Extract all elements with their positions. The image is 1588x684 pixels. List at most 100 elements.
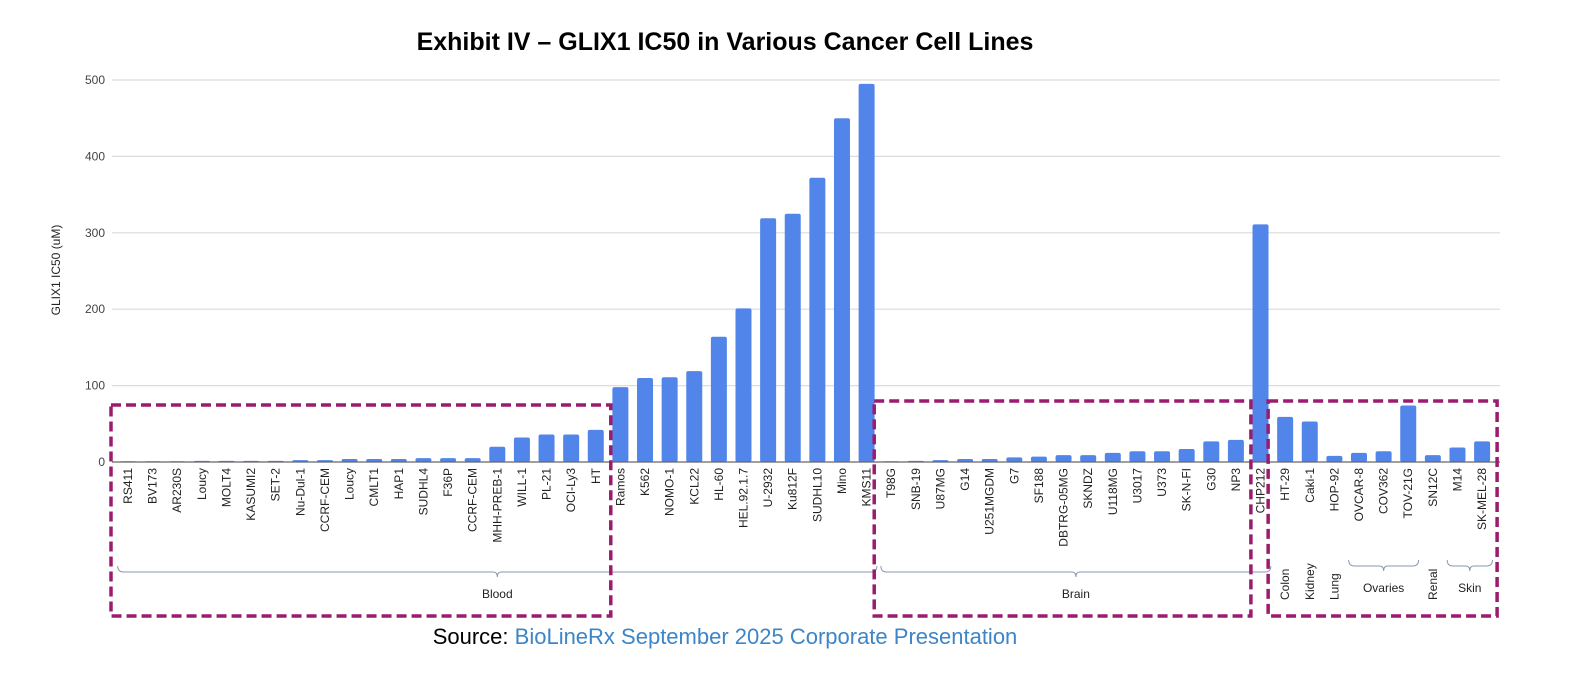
bar	[440, 458, 457, 462]
bar	[1474, 441, 1491, 462]
x-tick-label: KCL22	[687, 468, 701, 505]
group-bracket	[880, 565, 1272, 578]
x-tick-label: BV173	[146, 468, 160, 504]
bar	[735, 308, 752, 462]
x-tick-label: TOV-21G	[1401, 468, 1415, 518]
highlight-boxes	[109, 399, 1499, 618]
bar	[637, 377, 654, 462]
x-tick-label: NP3	[1229, 468, 1243, 492]
x-tick-label: SET-2	[269, 468, 283, 502]
bar	[1227, 439, 1244, 462]
bar	[833, 118, 850, 462]
x-tick-label: MHH-PREB-1	[490, 468, 504, 543]
x-tick-label: AR230S	[170, 468, 184, 513]
x-tick-label: U-2932	[761, 468, 775, 508]
x-tick-label: CHP212	[1254, 468, 1268, 514]
bar	[341, 458, 358, 462]
x-tick-label: RS411	[121, 468, 135, 504]
bar	[538, 434, 555, 462]
group-bracket	[1446, 559, 1493, 572]
bar	[415, 458, 432, 462]
source-link[interactable]: BioLineRx September 2025 Corporate Prese…	[514, 624, 1018, 649]
x-tick-label: OCI-Ly3	[564, 468, 578, 513]
x-tick-label: KASUMI2	[244, 468, 258, 521]
x-tick-label: Mino	[835, 468, 849, 494]
x-tick-label: SUDHL4	[416, 468, 430, 516]
x-tick-label: F36P	[441, 468, 455, 497]
bar	[1301, 421, 1318, 462]
y-tick-label: 300	[85, 226, 105, 240]
highlight-box	[109, 403, 613, 618]
x-tick-label: U373	[1155, 468, 1169, 497]
x-tick-label: CCRF-CEM	[466, 468, 480, 532]
bars	[120, 83, 1491, 463]
gridlines	[112, 79, 1500, 387]
bar	[1277, 416, 1294, 462]
bar	[981, 458, 998, 462]
x-tick-label: COV362	[1377, 468, 1391, 514]
x-tick-label: Loucy	[195, 468, 209, 500]
x-tick-label: HOP-92	[1327, 468, 1341, 512]
group-brackets: Blood Brain Colon Kidney Lung Ovaries Renal Ski…	[117, 559, 1493, 601]
x-tick-label: HT	[589, 467, 603, 484]
group-label: Renal	[1426, 569, 1440, 600]
x-tick-label: SUDHL10	[810, 468, 824, 522]
group-bracket	[1348, 559, 1420, 572]
bar	[587, 429, 604, 462]
x-tick-label: PL-21	[540, 468, 554, 500]
x-tick-label: SNB-19	[909, 468, 923, 510]
x-tick-label: M14	[1450, 468, 1464, 492]
x-tick-label: HL-60	[712, 468, 726, 501]
group-label: Colon	[1278, 569, 1292, 600]
bar	[1129, 451, 1146, 462]
bar	[1252, 224, 1269, 462]
bar	[513, 437, 530, 462]
x-tick-label: U3017	[1130, 468, 1144, 504]
group-label: Skin	[1458, 581, 1481, 595]
bar	[489, 446, 506, 462]
group-label: Lung	[1327, 573, 1341, 600]
bar	[661, 377, 678, 462]
bar	[1154, 451, 1171, 462]
x-tick-label: OVCAR-8	[1352, 468, 1366, 522]
bar	[1326, 455, 1343, 462]
x-tick-label: SN12C	[1426, 468, 1440, 507]
bar	[563, 434, 580, 462]
group-label: Blood	[482, 587, 513, 601]
x-tick-label: WILL-1	[515, 468, 529, 507]
x-tick-label: K562	[638, 468, 652, 496]
x-tick-label: HEL.92.1.7	[737, 468, 751, 528]
x-tick-label: U87MG	[933, 468, 947, 509]
category-labels: RS411 BV173 AR230S Loucy MOLT4 KASUMI2 SET-2 Nu…	[121, 467, 1489, 546]
x-tick-label: Loucy	[343, 468, 357, 500]
bar	[1030, 456, 1047, 462]
x-tick-label: HAP1	[392, 468, 406, 500]
y-tick-label: 100	[85, 379, 105, 393]
x-tick-label: MOLT4	[219, 468, 233, 507]
x-tick-label: SK-N-FI	[1180, 468, 1194, 511]
x-tick-label: CMLT1	[367, 468, 381, 507]
bar	[366, 458, 383, 462]
bar	[1006, 457, 1023, 462]
chart-title: Exhibit IV – GLIX1 IC50 in Various Cance…	[416, 28, 1034, 56]
y-axis-ticks: 0 100 200 300 400 500	[85, 73, 105, 469]
y-tick-label: 500	[85, 73, 105, 87]
bar	[612, 387, 629, 462]
bar	[1375, 451, 1392, 462]
x-tick-label: DBTRG-05MG	[1057, 468, 1071, 547]
source-label: Source:	[432, 624, 509, 649]
y-tick-label: 200	[85, 302, 105, 316]
x-tick-label: SK-MEL-28	[1475, 468, 1489, 530]
bar	[1400, 405, 1417, 462]
x-tick-label: Ku812F	[786, 468, 800, 510]
x-tick-label: SKNDZ	[1081, 468, 1095, 509]
highlight-box	[1266, 399, 1499, 618]
bar	[686, 371, 703, 462]
x-tick-label: G30	[1204, 468, 1218, 491]
bar	[809, 177, 826, 463]
x-tick-label: HT-29	[1278, 468, 1292, 501]
group-label: Kidney	[1303, 563, 1317, 600]
group-label: Ovaries	[1363, 581, 1404, 595]
bar	[784, 213, 801, 462]
